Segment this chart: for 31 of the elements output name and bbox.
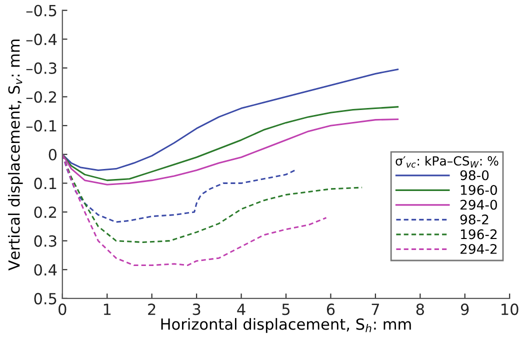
- y-axis-title: Vertical displacement, S$_{v}$: mm: [8, 40, 23, 270]
- legend-title: σ′$_{vc}$: kPa–CS$_{W}$: %: [396, 156, 498, 168]
- y-tick-label: –0.3: [26, 62, 56, 74]
- y-tick-label: –0.5: [26, 4, 56, 16]
- y-tick-label: 0.3: [34, 235, 56, 247]
- y-tick-label: –0.2: [26, 91, 56, 103]
- y-tick-label: 0.5: [34, 292, 56, 304]
- legend-label: 98-0: [460, 170, 489, 180]
- x-tick-label: 7: [372, 304, 379, 315]
- y-tick-label: 0: [48, 148, 57, 160]
- legend-label: 98-2: [460, 214, 488, 224]
- x-tick-label: 10: [502, 304, 518, 316]
- x-tick-label: 9: [460, 304, 469, 316]
- x-tick-label: 3: [192, 304, 200, 316]
- legend-label: 294-2: [460, 244, 497, 254]
- x-tick-label: 8: [416, 304, 424, 316]
- y-tick-label: 0.1: [34, 178, 56, 190]
- y-tick-label: 0.4: [34, 264, 57, 276]
- legend-label: 196-0: [460, 185, 498, 195]
- legend-label: 294-0: [460, 200, 498, 210]
- y-tick-label: –0.1: [26, 120, 56, 132]
- x-tick-label: 6: [326, 304, 335, 316]
- x-tick-label: 4: [237, 304, 246, 315]
- x-tick-label: 1: [104, 304, 111, 315]
- x-tick-label: 5: [282, 304, 290, 316]
- x-tick-label: 2: [148, 304, 156, 315]
- y-tick-label: 0.2: [34, 206, 56, 218]
- legend-label: 196-2: [460, 229, 497, 240]
- x-axis-title: Horizontal displacement, S$_{h}$: mm: [161, 318, 411, 333]
- y-tick-label: –0.4: [26, 34, 57, 46]
- x-tick-label: 0: [58, 304, 66, 316]
